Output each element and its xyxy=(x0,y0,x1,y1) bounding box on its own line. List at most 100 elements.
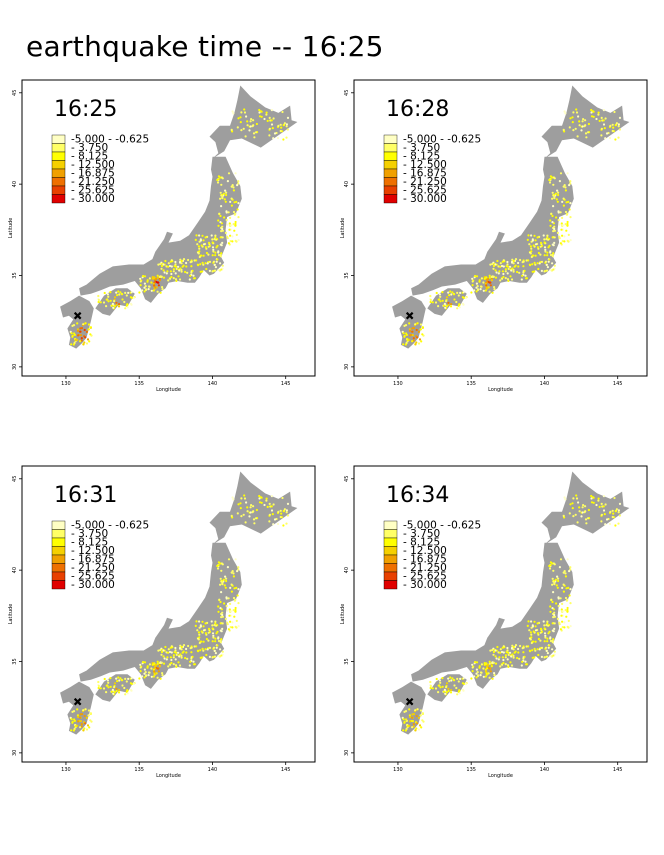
station-point xyxy=(162,655,165,658)
station-point xyxy=(563,240,566,243)
station-point xyxy=(186,657,189,660)
station-point xyxy=(198,641,201,645)
station-point xyxy=(87,323,91,326)
station-point xyxy=(234,212,237,215)
station-point xyxy=(234,610,237,613)
station-point xyxy=(214,652,217,655)
x-tick-label: 140 xyxy=(540,767,550,773)
station-point xyxy=(187,644,190,648)
station-point xyxy=(530,641,533,645)
station-point xyxy=(222,578,226,581)
station-point xyxy=(492,650,496,654)
station-point xyxy=(447,303,450,307)
station-point xyxy=(584,124,587,127)
station-point xyxy=(236,126,239,129)
station-point xyxy=(552,183,555,186)
station-point xyxy=(221,177,224,180)
station-point xyxy=(265,499,268,502)
station-point xyxy=(522,265,525,268)
station-point xyxy=(213,655,217,658)
station-point xyxy=(533,261,536,264)
station-point xyxy=(562,204,565,207)
station-point xyxy=(509,661,512,664)
station-point xyxy=(219,622,222,625)
station-point xyxy=(613,110,616,114)
station-point xyxy=(555,216,558,219)
station-point xyxy=(438,679,441,682)
station-point xyxy=(220,252,223,255)
station-point xyxy=(196,263,199,266)
station-point xyxy=(229,586,232,589)
station-point xyxy=(84,336,87,339)
station-point xyxy=(168,650,172,654)
station-point xyxy=(539,241,543,244)
station-point xyxy=(168,264,172,268)
station-point xyxy=(221,627,224,630)
station-point xyxy=(217,605,220,608)
station-point xyxy=(492,661,495,664)
station-point xyxy=(557,604,560,608)
x-tick-label: 145 xyxy=(613,381,623,387)
station-point xyxy=(618,116,622,119)
station-point xyxy=(510,269,513,272)
station-point xyxy=(492,264,496,268)
station-point xyxy=(206,648,209,651)
station-point xyxy=(282,124,285,127)
station-point xyxy=(605,518,609,521)
station-point xyxy=(211,627,214,630)
station-point xyxy=(215,632,218,635)
station-point xyxy=(161,286,164,289)
station-point xyxy=(453,684,456,687)
station-point xyxy=(578,506,581,509)
station-point xyxy=(270,509,274,512)
station-point xyxy=(529,631,532,634)
station-point xyxy=(123,300,126,304)
station-point xyxy=(86,724,90,727)
station-point xyxy=(602,509,606,512)
x-tick-label: 145 xyxy=(281,381,291,387)
legend-swatch xyxy=(51,194,66,204)
station-point xyxy=(199,263,202,266)
station-point xyxy=(162,649,165,652)
station-point xyxy=(211,640,214,643)
station-point xyxy=(208,655,211,658)
station-point xyxy=(493,674,496,677)
station-point xyxy=(174,272,177,275)
station-point xyxy=(507,665,510,668)
x-tick-label: 130 xyxy=(61,767,71,773)
x-axis-label: Longitude xyxy=(156,387,181,393)
legend-swatch xyxy=(383,134,398,144)
station-point xyxy=(169,277,172,280)
station-point xyxy=(97,294,100,298)
station-point xyxy=(566,558,569,561)
station-point xyxy=(283,122,286,125)
station-point xyxy=(488,662,491,665)
station-point xyxy=(453,298,456,301)
station-point xyxy=(197,252,200,255)
station-point xyxy=(286,116,290,119)
station-point xyxy=(561,620,564,623)
station-point xyxy=(586,131,590,134)
station-point xyxy=(522,651,525,654)
station-point xyxy=(285,509,288,512)
station-point xyxy=(504,663,507,666)
station-point xyxy=(493,672,496,675)
station-point xyxy=(552,591,555,594)
station-point xyxy=(112,692,115,695)
station-point xyxy=(204,632,207,635)
station-point xyxy=(411,340,414,343)
station-point xyxy=(480,671,483,674)
station-point xyxy=(227,172,231,175)
station-point xyxy=(250,504,253,507)
station-point xyxy=(429,686,432,690)
station-point xyxy=(558,609,561,612)
station-point xyxy=(499,262,502,265)
station-point xyxy=(402,718,405,721)
x-tick-label: 130 xyxy=(393,767,403,773)
station-point xyxy=(217,636,220,639)
station-point xyxy=(214,637,217,640)
x-tick-label: 140 xyxy=(208,767,218,773)
station-point xyxy=(198,620,201,623)
station-point xyxy=(556,617,559,620)
station-point xyxy=(536,632,539,635)
